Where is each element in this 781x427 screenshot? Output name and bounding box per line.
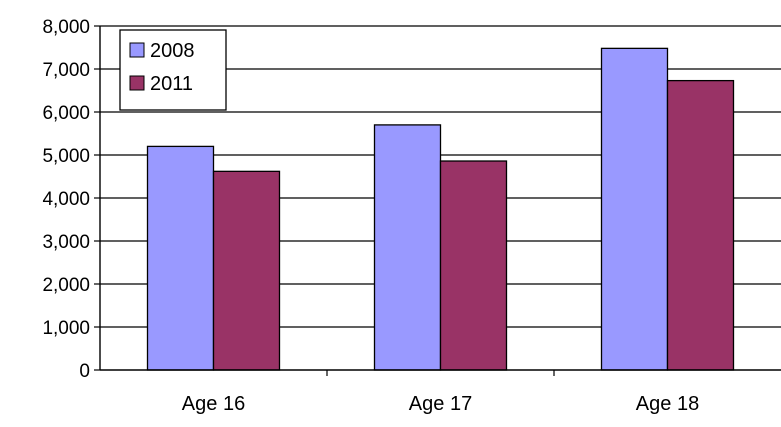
y-tick-label: 6,000	[42, 103, 90, 124]
bar-2011-age-17	[439, 160, 508, 371]
y-tick-label: 1,000	[42, 318, 90, 339]
legend-label: 2011	[150, 73, 193, 95]
y-tick-label: 2,000	[42, 275, 90, 296]
y-tick-label: 8,000	[42, 17, 90, 38]
y-tick-label: 0	[79, 361, 90, 382]
bar-2008-age-17	[373, 124, 442, 371]
axes: 0 1,000 2,000 3,000 4,000 5,000 6,000 7,000 8,00…	[42, 17, 781, 415]
bar-2008-age-18	[600, 47, 669, 371]
bar-2011-age-18	[666, 79, 735, 371]
bar-2011-age-16	[212, 170, 281, 371]
y-tick-label: 7,000	[42, 60, 90, 81]
bars	[146, 47, 735, 371]
x-category-label: Age 16	[182, 393, 245, 415]
x-category-label: Age 17	[409, 393, 472, 415]
legend-label: 2008	[150, 40, 195, 62]
x-category-label: Age 18	[636, 393, 699, 415]
y-tick-label: 4,000	[42, 189, 90, 210]
y-tick-label: 5,000	[42, 146, 90, 167]
bar-2008-age-16	[146, 145, 215, 371]
legend: 2008 2011	[119, 29, 227, 111]
y-tick-label: 3,000	[42, 232, 90, 253]
legend-swatch	[129, 75, 145, 91]
legend-swatch	[129, 42, 145, 58]
